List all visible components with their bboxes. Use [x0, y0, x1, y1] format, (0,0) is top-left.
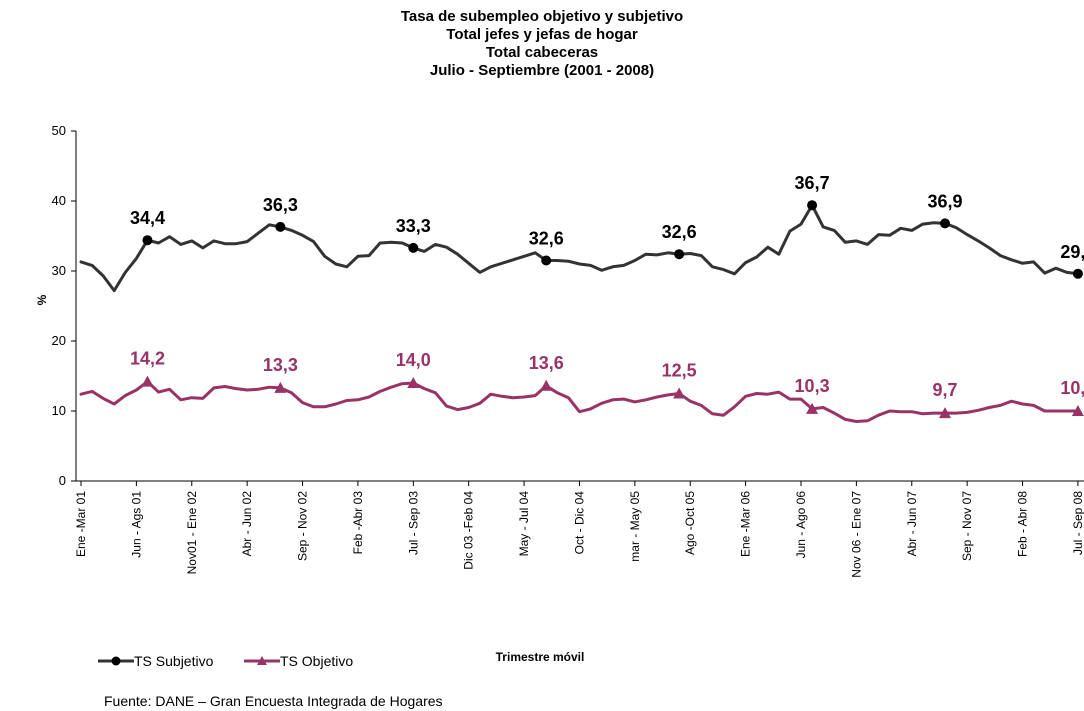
legend-swatch-objetivo	[244, 656, 280, 665]
data-label-objetivo: 10,3	[795, 376, 830, 396]
data-label-subjetivo: 32,6	[662, 222, 697, 242]
data-point-objetivo	[540, 379, 553, 391]
series-line-subjetivo	[79, 203, 1080, 293]
x-tick-label: Ene -Mar 06	[739, 491, 753, 557]
chart-title-line-4: Julio - Septiembre (2001 - 2008)	[429, 62, 655, 79]
data-point-objetivo	[407, 377, 420, 388]
series-line-objetivo	[79, 380, 1080, 423]
x-tick-label: Sep - Nov 07	[960, 491, 974, 561]
chart-title-line-3: Total cabeceras	[485, 44, 599, 61]
data-point-subjetivo	[940, 218, 950, 229]
data-label-objetivo: 10,0	[1060, 378, 1084, 398]
data-point-objetivo	[1071, 405, 1084, 416]
data-label-objetivo: 13,3	[263, 355, 298, 375]
y-tick-label: 10	[52, 403, 66, 418]
x-tick-label: Abr - Jun 07	[905, 491, 919, 557]
x-tick-label: Feb - Abr 08	[1016, 491, 1030, 557]
chart-title: Tasa de subempleo objetivo y subjetivo T…	[0, 8, 1084, 80]
data-label-objetivo: 9,7	[932, 380, 957, 400]
chart-title-line-2: Total jefes y jefas de hogar	[446, 26, 638, 43]
data-label-subjetivo: 36,7	[795, 173, 830, 193]
data-point-subjetivo	[1072, 268, 1083, 279]
data-label-subjetivo: 36,3	[263, 195, 298, 215]
chart-title-line-1: Tasa de subempleo objetivo y subjetivo	[400, 8, 684, 25]
data-point-objetivo	[141, 375, 154, 387]
data-label-objetivo: 13,6	[529, 353, 564, 373]
data-point-subjetivo	[142, 235, 153, 246]
x-tick-label: Jun - Ago 06	[794, 491, 808, 559]
data-point-objetivo	[274, 381, 287, 393]
x-axis-label: Trimestre móvil	[495, 650, 585, 664]
data-label-subjetivo: 32,6	[529, 229, 564, 249]
x-tick-label: Nov01 - Ene 02	[185, 491, 199, 575]
data-point-objetivo	[673, 387, 686, 399]
legend-item-subjetivo: TS Subjetivo	[98, 653, 213, 669]
x-tick-label: Dic 03 -Feb 04	[462, 491, 476, 570]
x-tick-label: Ago -Oct 05	[683, 491, 697, 555]
x-tick-label: May - Jul 04	[517, 491, 531, 557]
data-point-subjetivo	[807, 200, 818, 211]
x-tick-label: Sep - Nov 02	[296, 491, 310, 561]
y-tick-label: 30	[52, 263, 66, 278]
data-label-objetivo: 12,5	[662, 361, 697, 381]
legend-label-objetivo: TS Objetivo	[280, 653, 354, 669]
y-tick-label: 50	[52, 123, 66, 138]
data-label-objetivo: 14,0	[396, 350, 431, 370]
x-tick-label: Nov 06 - Ene 07	[849, 491, 863, 578]
y-axis-label: %	[35, 294, 49, 305]
x-tick-label: Jun - Ags 01	[129, 491, 143, 558]
data-label-objetivo: 14,2	[130, 349, 165, 369]
source-note: Fuente: DANE – Gran Encuesta Integrada d…	[104, 693, 443, 709]
x-tick-label: Abr - Jun 02	[240, 491, 254, 557]
data-label-subjetivo: 36,9	[927, 191, 962, 211]
x-tick-label: Jul - Sep 03	[406, 491, 420, 555]
data-point-objetivo	[806, 402, 819, 414]
x-tick-label: mar - May 05	[628, 491, 642, 562]
legend-item-objetivo: TS Objetivo	[244, 653, 353, 669]
y-tick-label: 0	[59, 473, 66, 488]
y-tick-label: 20	[52, 333, 66, 348]
data-point-subjetivo	[408, 242, 419, 253]
y-tick-label: 40	[52, 193, 66, 208]
data-point-subjetivo	[275, 221, 286, 232]
data-label-subjetivo: 33,3	[396, 216, 431, 236]
data-point-objetivo	[939, 407, 951, 419]
data-point-subjetivo	[541, 255, 552, 266]
data-label-subjetivo: 29,6	[1060, 242, 1084, 262]
x-tick-label: Feb -Abr 03	[351, 491, 365, 555]
data-point-subjetivo	[674, 249, 685, 260]
legend-swatch-subjetivo	[98, 656, 134, 666]
x-tick-label: Jul - Sep 08	[1071, 491, 1084, 555]
x-tick-label: Oct - Dic 04	[572, 491, 586, 555]
data-label-subjetivo: 34,4	[130, 208, 165, 228]
x-tick-label: Ene -Mar 01	[74, 491, 88, 557]
legend-label-subjetivo: TS Subjetivo	[134, 653, 214, 669]
